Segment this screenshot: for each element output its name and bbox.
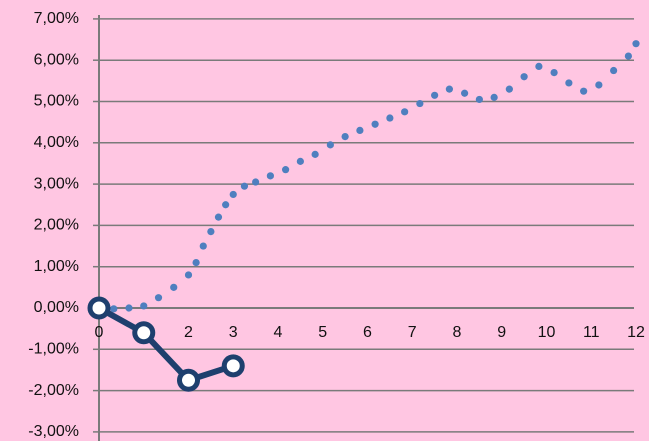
data-point (565, 79, 573, 87)
data-point (177, 368, 200, 392)
x-tick-label: 4 (274, 324, 283, 341)
data-point (140, 302, 148, 310)
data-point (490, 93, 498, 101)
data-point (87, 296, 111, 320)
data-point (132, 321, 156, 345)
data-point (431, 91, 439, 99)
data-point (610, 66, 618, 75)
x-tick-label: 7 (408, 324, 417, 341)
data-point (240, 182, 249, 190)
data-point (520, 73, 528, 81)
x-tick-label: 8 (453, 324, 462, 341)
data-point (282, 166, 290, 174)
x-tick-label: 5 (318, 324, 327, 341)
x-tick-label: 12 (627, 324, 645, 341)
y-tick-label: 4,00% (34, 134, 79, 151)
x-tick-label: 0 (95, 324, 104, 341)
data-point (326, 141, 334, 149)
data-point (475, 95, 483, 104)
gridlines (93, 18, 634, 433)
y-tick-label: 7,00% (34, 10, 79, 27)
x-tick-label: 10 (538, 324, 556, 341)
series-line (96, 305, 237, 384)
y-tick-label: 3,00% (34, 175, 79, 192)
x-tick-label: 2 (184, 324, 193, 341)
data-point (356, 126, 364, 135)
data-point (222, 201, 230, 209)
y-tick-label: 0,00% (34, 299, 79, 316)
data-point (170, 283, 178, 291)
x-tick-label: 6 (363, 324, 372, 341)
x-tick-label: 11 (583, 324, 600, 341)
y-tick-label: 1,00% (34, 258, 79, 275)
data-point (535, 62, 543, 70)
data-point (207, 227, 215, 236)
data-point (266, 172, 274, 180)
data-point (311, 150, 319, 158)
data-point (580, 87, 588, 95)
data-point (386, 114, 394, 122)
data-point (296, 157, 304, 165)
data-point (461, 89, 469, 97)
data-point (341, 133, 349, 141)
data-point (199, 242, 207, 250)
data-point (401, 108, 409, 116)
series-dotted (95, 40, 640, 313)
data-point (550, 68, 558, 77)
data-point (416, 99, 424, 108)
y-tick-label: 6,00% (34, 51, 79, 68)
data-point (252, 178, 260, 186)
data-point (214, 213, 223, 221)
data-point (371, 120, 379, 128)
data-point (595, 81, 603, 89)
y-tick-label: -2,00% (28, 382, 79, 399)
data-point (192, 258, 200, 267)
data-point (110, 305, 118, 313)
data-point (505, 85, 513, 93)
y-tick-label: 5,00% (34, 93, 79, 110)
x-tick-labels: 0123456789101112 (95, 324, 645, 341)
y-tick-label: 2,00% (34, 217, 79, 234)
data-point (125, 304, 133, 312)
y-tick-label: -1,00% (28, 341, 79, 358)
data-point (624, 52, 632, 60)
x-tick-label: 3 (229, 324, 238, 341)
data-point (632, 40, 640, 48)
data-point (184, 271, 193, 279)
data-point (154, 294, 163, 302)
y-tick-label: -3,00% (28, 423, 79, 440)
x-tick-label: 9 (497, 324, 506, 341)
data-point (445, 85, 453, 93)
data-point (229, 190, 237, 199)
y-tick-labels: 7,00% 6,00% 5,00% 4,00% 3,00% 2,00% 1,00% 0,00%… (28, 10, 79, 440)
data-point (221, 354, 245, 378)
series-solid (87, 296, 245, 392)
